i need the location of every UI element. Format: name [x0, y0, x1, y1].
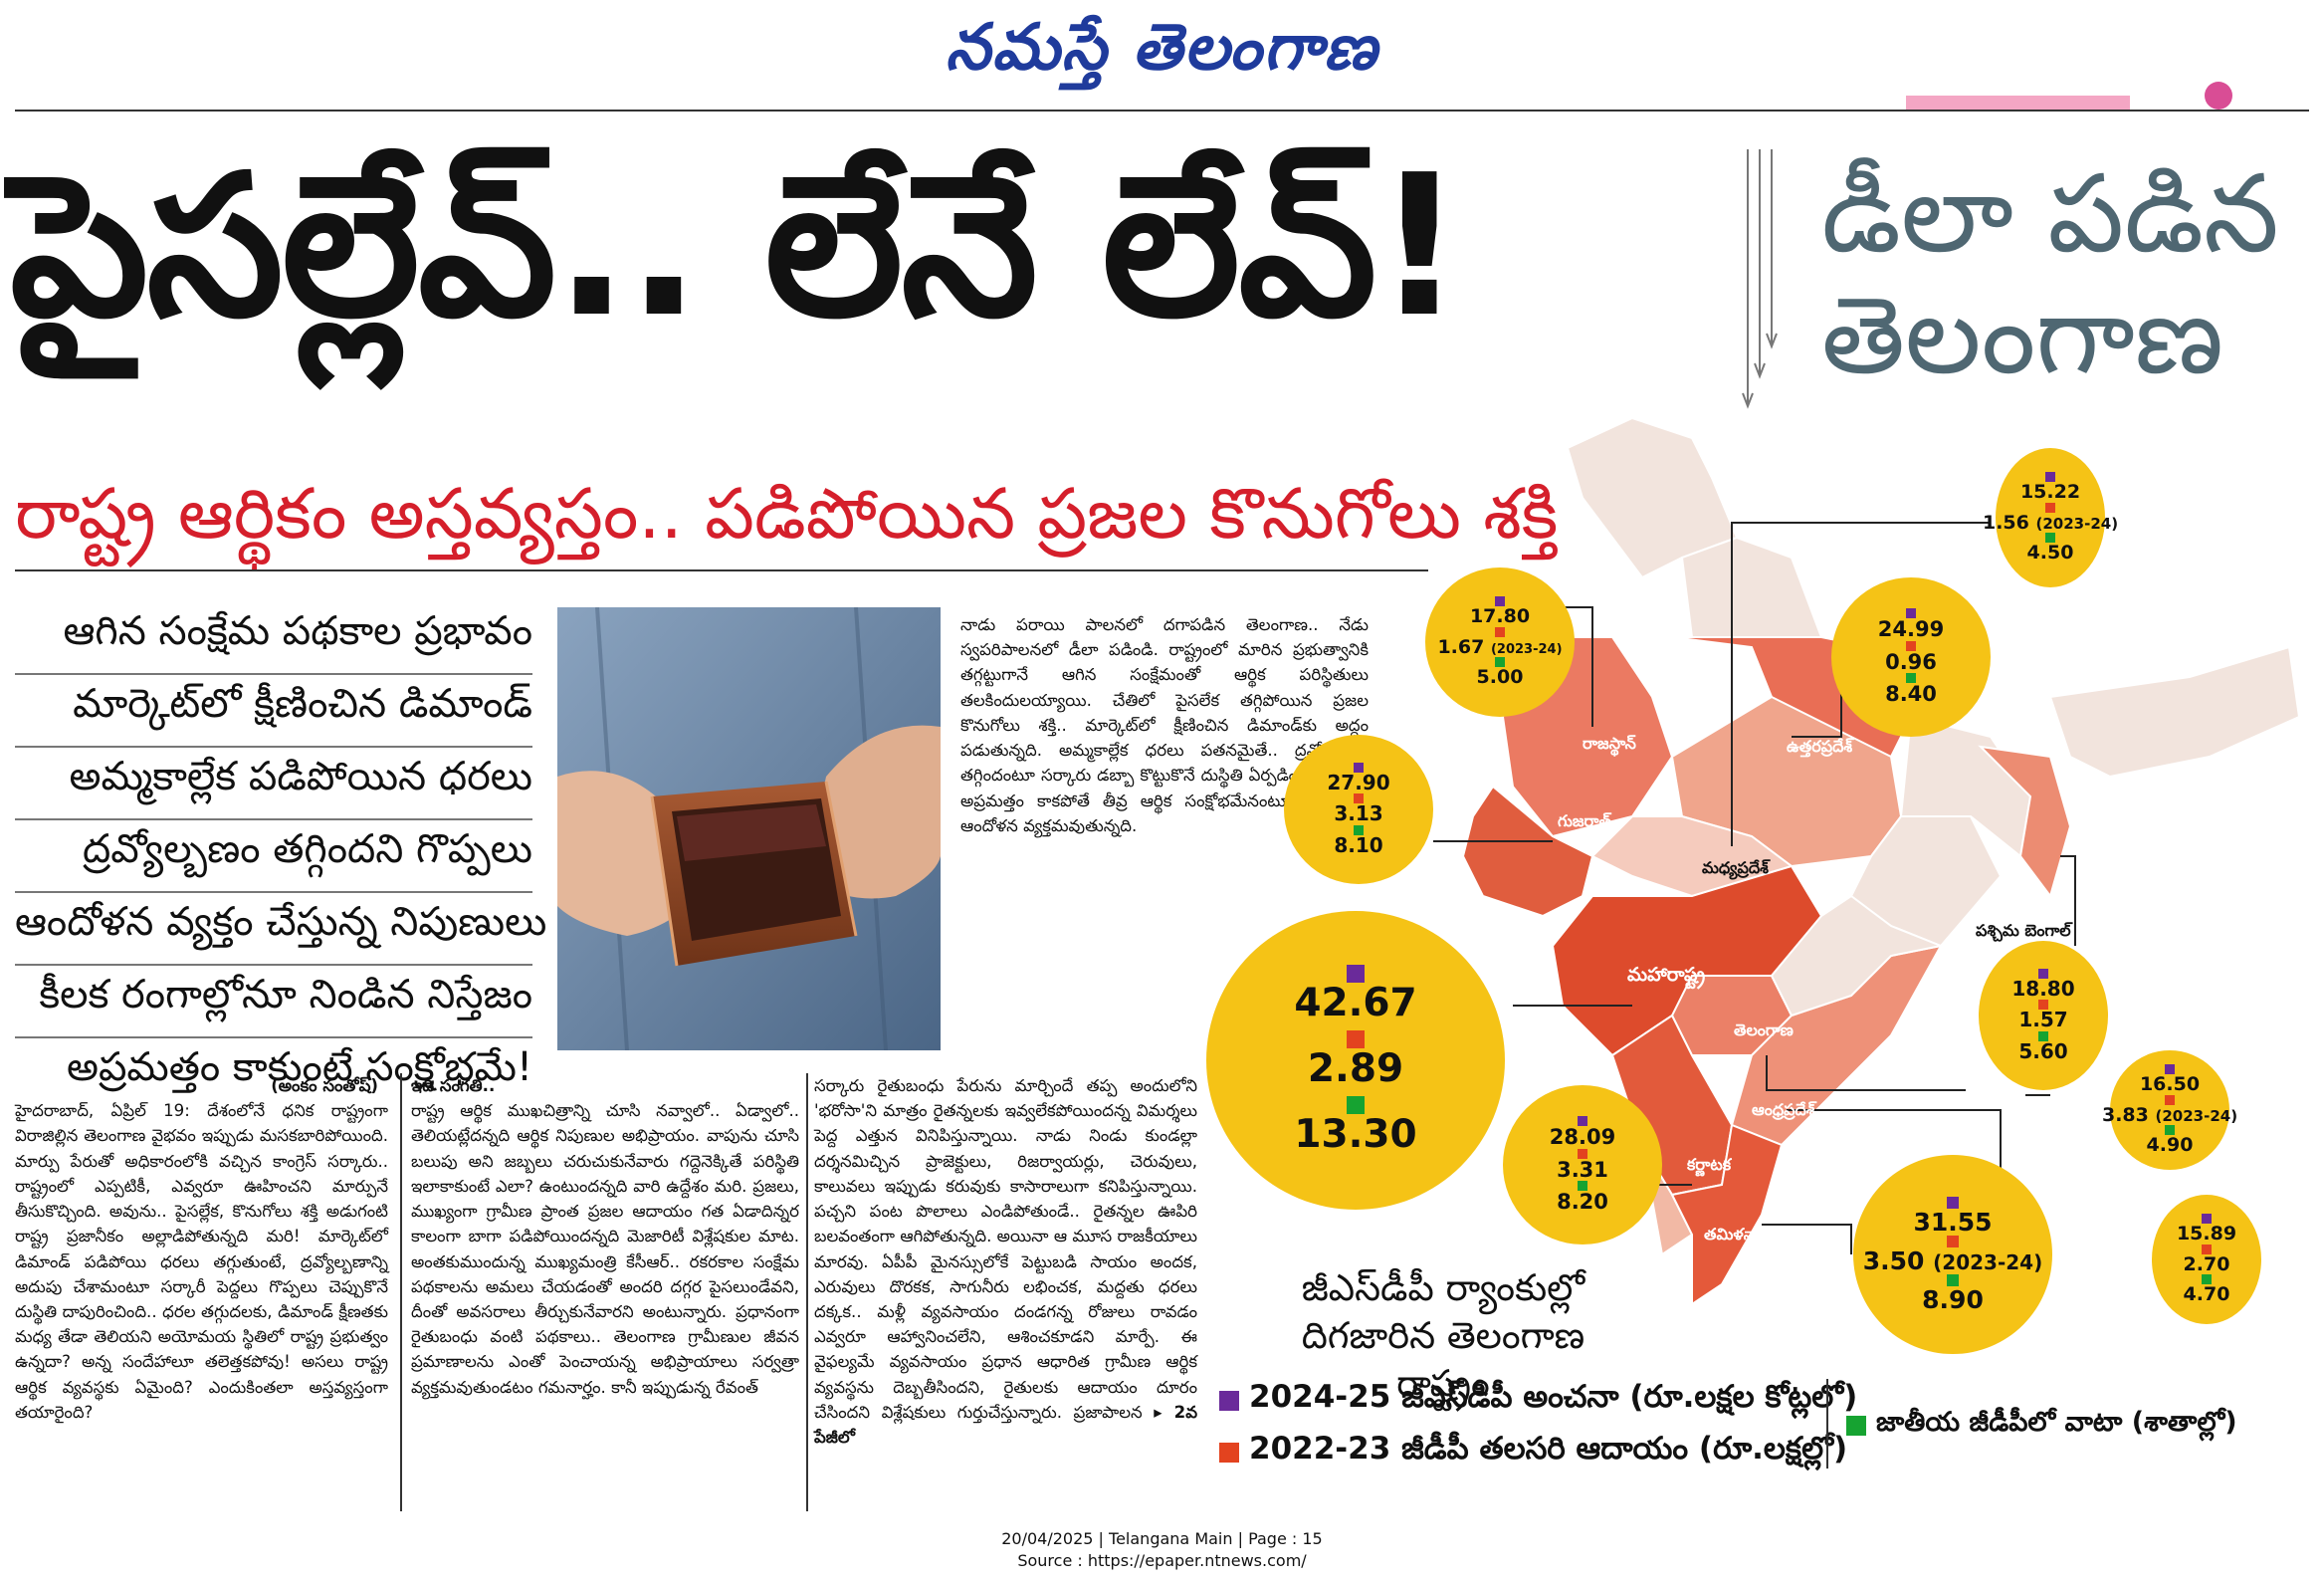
page-footer: 20/04/2025 | Telangana Main | Page : 15 …: [0, 1528, 2324, 1573]
footer-source-line: Source : https://epaper.ntnews.com/: [1017, 1551, 1307, 1571]
side-headline-line-1: డీలా పడిన: [1821, 152, 2279, 277]
decor-pink-bar: [1906, 96, 2130, 110]
gsdp-value: 17.80: [1469, 605, 1531, 628]
masthead-rule: [15, 110, 2309, 112]
legend-share: జాతీయ జీడీపీలో వాటా (శాతాల్లో): [1846, 1407, 2237, 1445]
article-text: సర్కారు రైతుబంధు పేరును మార్చిందే తప్ప అ…: [814, 1076, 1197, 1422]
gsdp-value: 15.22: [2019, 481, 2081, 504]
column-divider: [400, 1073, 402, 1511]
gsdp-value: 42.67: [1294, 980, 1417, 1025]
bubble-mp: 15.22 1.56 (2023-24) 4.50: [1983, 448, 2118, 587]
share-value: 5.00: [1476, 666, 1524, 689]
masthead: నమస్తే తెలంగాణ: [945, 10, 1379, 85]
highlight-item: మార్కెట్‌లో క్షీణించిన డిమాండ్‌: [15, 675, 532, 748]
legend-gsdp: 2024-25 జీఎస్‌డీపీ అంచనా (రూ.లక్షల కోట్ల…: [1219, 1379, 1857, 1422]
subheadline: రాష్ట్ర ఆర్థికం అస్తవ్యస్తం.. పడిపోయిన ప…: [15, 473, 1559, 555]
intro-text: నాడు పరాయి పాలనలో దగాపడిన తెలంగాణ.. నేడు…: [960, 615, 1369, 835]
article-column-1: (అంకం సంతోష్‌) హైదరాబాద్‌, ఏప్రిల్‌ 19: …: [15, 1073, 388, 1425]
legend-gsdp-swatch: [1219, 1390, 1239, 1411]
down-arrows-icon: [1742, 149, 1778, 409]
income-value: 0.96: [1885, 649, 1937, 674]
income-value: 3.83: [2101, 1103, 2149, 1126]
state-label-wb: పశ్చిమ బెంగాల్‌: [1976, 921, 2071, 940]
bubble-maharashtra: 42.67 2.89 13.30: [1206, 911, 1505, 1210]
bubble-up: 24.99 0.96 8.40: [1831, 577, 1991, 737]
income-value: 3.50: [1862, 1245, 1925, 1275]
share-value: 5.60: [2018, 1038, 2068, 1063]
bubble-ap: 15.89 2.70 4.70: [2152, 1195, 2261, 1324]
highlight-item: ఆందోళన వ్యక్తం చేస్తున్న నిపుణులు: [15, 893, 546, 966]
state-label-ap: ఆంధ్రప్రదేశ్‌: [1752, 1100, 1815, 1119]
empty-wallet-photo: [557, 607, 941, 1050]
highlight-item: అమ్మకాల్లేక పడిపోయిన ధరలు: [15, 748, 532, 820]
share-value: 8.90: [1922, 1284, 1984, 1314]
gsdp-value: 15.89: [2176, 1223, 2237, 1245]
state-label-up: ఉత్తరప్రదేశ్‌: [1787, 737, 1853, 756]
bubble-rajasthan: 17.80 1.67 (2023-24) 5.00: [1425, 567, 1575, 717]
legend-income-swatch: [1219, 1442, 1239, 1463]
highlight-item: ద్రవ్యోల్బణం తగ్గిందని గొప్పలు: [15, 820, 532, 893]
highlight-item: కీలక రంగాల్లోనూ నిండిన నిస్తేజం: [15, 966, 532, 1038]
income-value: 1.67: [1437, 635, 1485, 658]
highlight-item: అప్రమత్తం కాకుంటే సంక్షోభమే!: [66, 1044, 532, 1090]
gsdp-value: 24.99: [1877, 616, 1945, 641]
subheadline-rule: [15, 569, 1428, 571]
bubble-gujarat: 27.90 3.13 8.10: [1284, 735, 1433, 884]
income-value: 1.56: [1982, 511, 2029, 534]
gsdp-value: 27.90: [1327, 770, 1390, 794]
article-text: హైదరాబాద్‌, ఏప్రిల్‌ 19: దేశంలోనే ధనిక ర…: [15, 1101, 388, 1422]
bubble-wb: 18.80 1.57 5.60: [1979, 941, 2108, 1090]
income-value: 3.13: [1334, 801, 1383, 826]
bubble-tn: 31.55 3.50 (2023-24) 8.90: [1853, 1155, 2052, 1354]
state-label-maharashtra: మహారాష్ట్ర: [1627, 964, 1706, 986]
share-value: 8.10: [1334, 832, 1383, 857]
share-value: 4.90: [2146, 1134, 2194, 1157]
highlights-list: ఆగిన సంక్షేమ పథకాల ప్రభావం మార్కెట్‌లో క…: [15, 602, 546, 1109]
gsdp-value: 18.80: [2011, 976, 2075, 1001]
gsdp-value: 28.09: [1549, 1124, 1616, 1149]
legend-share-swatch: [1846, 1416, 1866, 1436]
section-heading: ఇదీ సంగతి..: [411, 1076, 496, 1095]
income-value: 2.70: [2183, 1252, 2230, 1275]
rank-caption: జీఎస్‌డీపీ ర్యాంకుల్లో దిగజారిన తెలంగాణ …: [1301, 1266, 1585, 1406]
article-column-2: ఇదీ సంగతి.. రాష్ట్ర ఆర్థిక ముఖచిత్రాన్ని…: [411, 1073, 799, 1400]
share-value: 4.50: [2026, 542, 2074, 565]
column-divider: [806, 1073, 808, 1511]
bubble-karnataka: 28.09 3.31 8.20: [1503, 1085, 1662, 1245]
side-headline-line-2: తెలంగాణ: [1821, 274, 2224, 399]
income-note: (2023-24): [1490, 641, 1563, 657]
share-value: 8.40: [1885, 682, 1937, 707]
state-label-karnataka: కర్ణాటక: [1687, 1155, 1732, 1174]
article-column-3: సర్కారు రైతుబంధు పేరును మార్చిందే తప్ప అ…: [814, 1073, 1197, 1450]
side-headline: డీలా పడిన తెలంగాణ: [1821, 152, 2299, 399]
byline: (అంకం సంతోష్‌): [271, 1076, 378, 1095]
share-value: 4.70: [2183, 1283, 2230, 1306]
article-text: రాష్ట్ర ఆర్థిక ముఖచిత్రాన్ని చూసి నవ్వాల…: [411, 1101, 799, 1397]
footer-date-line: 20/04/2025 | Telangana Main | Page : 15: [1001, 1529, 1323, 1548]
state-label-tn: తమిళనాడు: [1704, 1225, 1778, 1244]
continued-label: ▸ 2వ పేజీలో: [814, 1402, 1198, 1448]
income-note: (2023-24): [2035, 514, 2119, 533]
share-value: 8.20: [1557, 1190, 1608, 1215]
income-value: 2.89: [1307, 1045, 1404, 1091]
income-value: 1.57: [2018, 1008, 2068, 1032]
bubble-telangana: 16.50 3.83 (2023-24) 4.90: [2102, 1050, 2237, 1170]
legend-income: 2022-23 జీడీపీ తలసరి ఆదాయం (రూ.లక్షల్లో): [1219, 1431, 1847, 1473]
state-label-mp: మధ్యప్రదేశ్‌: [1702, 858, 1769, 877]
state-label-gujarat: గుజరాత్‌: [1558, 811, 1612, 830]
income-value: 3.31: [1557, 1157, 1608, 1182]
state-label-telangana: తెలంగాణ: [1734, 1020, 1794, 1039]
share-value: 13.30: [1294, 1112, 1417, 1158]
highlight-item: ఆగిన సంక్షేమ పథకాల ప్రభావం: [15, 602, 532, 675]
headline: పైసల్లేవ్.. లేనే లేవ్!: [10, 133, 1464, 360]
income-note: (2023-24): [2155, 1106, 2238, 1125]
decor-pink-dot: [2205, 82, 2232, 110]
income-note: (2023-24): [1933, 1249, 2043, 1274]
gsdp-value: 31.55: [1913, 1207, 1993, 1237]
india-state-map: [1433, 416, 2301, 1306]
state-label-rajasthan: రాజస్థాన్‌: [1583, 734, 1636, 753]
legend-divider: [1826, 1379, 1828, 1469]
gsdp-value: 16.50: [2139, 1073, 2201, 1096]
